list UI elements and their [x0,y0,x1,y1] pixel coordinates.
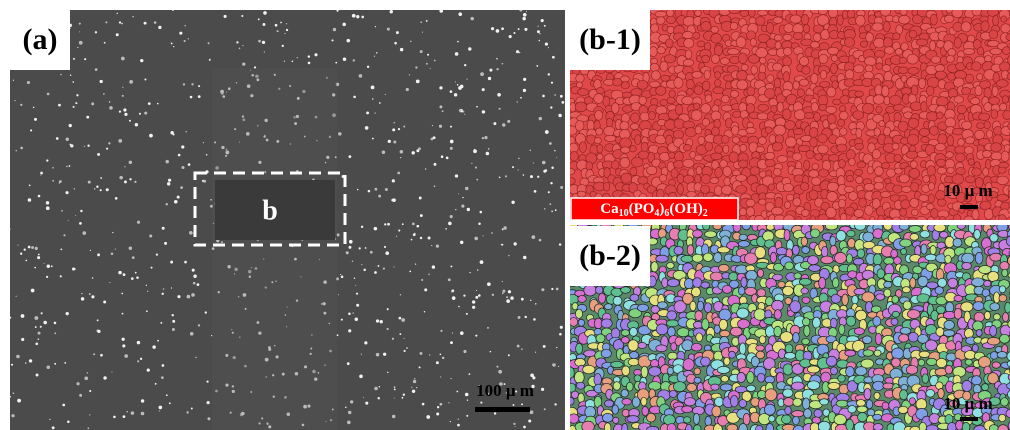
formula-part: 2 [703,208,708,219]
scale-text: 100 μ m [476,381,534,400]
scale-text: 10 μ m [943,181,992,200]
formula-part: Ca [600,201,619,217]
panel-label: (b-2) [579,239,641,272]
scale-text: 10 μ m [943,394,992,413]
panel-label: (a) [23,23,58,56]
region-label: b [262,195,278,226]
figure: b (a) 100 μ m (b-1) 10 μ m Ca10(PO4)6(OH… [0,0,1010,430]
panel-label: (b-1) [579,23,641,56]
phase-name: Ca10(PO4)6(OH)2 [600,201,708,219]
formula-part: (OH) [669,201,702,217]
formula-part: (PO [629,201,655,217]
scale-bar [475,407,530,412]
scale-bar [960,417,978,421]
scale-bar [960,205,978,209]
formula-part: 10 [619,208,629,219]
